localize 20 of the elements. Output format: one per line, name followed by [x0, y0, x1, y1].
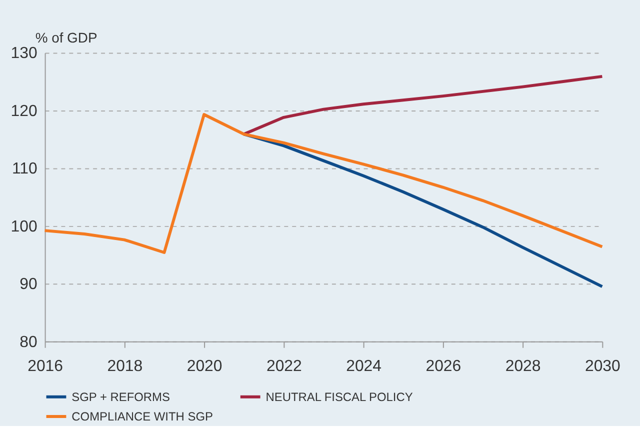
- x-tick-label: 2030: [584, 358, 621, 375]
- x-tick-label: 2022: [266, 358, 302, 375]
- y-axis-title: % of GDP: [35, 29, 98, 46]
- y-tick-label: 110: [12, 160, 38, 178]
- x-tick-label: 2020: [186, 358, 222, 375]
- x-tick-label: 2028: [505, 358, 541, 375]
- y-tick-label: 130: [10, 45, 38, 62]
- x-tick-label: 2024: [346, 358, 382, 375]
- legend-label: SGP + REFORMS: [72, 390, 170, 404]
- y-tick-label: 80: [20, 334, 38, 351]
- legend-label: COMPLIANCE WITH SGP: [72, 410, 213, 424]
- x-tick-label: 2018: [107, 358, 143, 375]
- y-tick-label: 90: [20, 276, 38, 294]
- line-series: [242, 74, 604, 136]
- x-tick-label: 2016: [28, 358, 64, 375]
- line-series: [43, 113, 604, 254]
- y-tick-label: 100: [10, 218, 38, 236]
- legend-label: NEUTRAL FISCAL POLICY: [266, 390, 413, 404]
- y-tick-label: 120: [10, 102, 38, 120]
- x-tick-label: 2026: [426, 358, 462, 375]
